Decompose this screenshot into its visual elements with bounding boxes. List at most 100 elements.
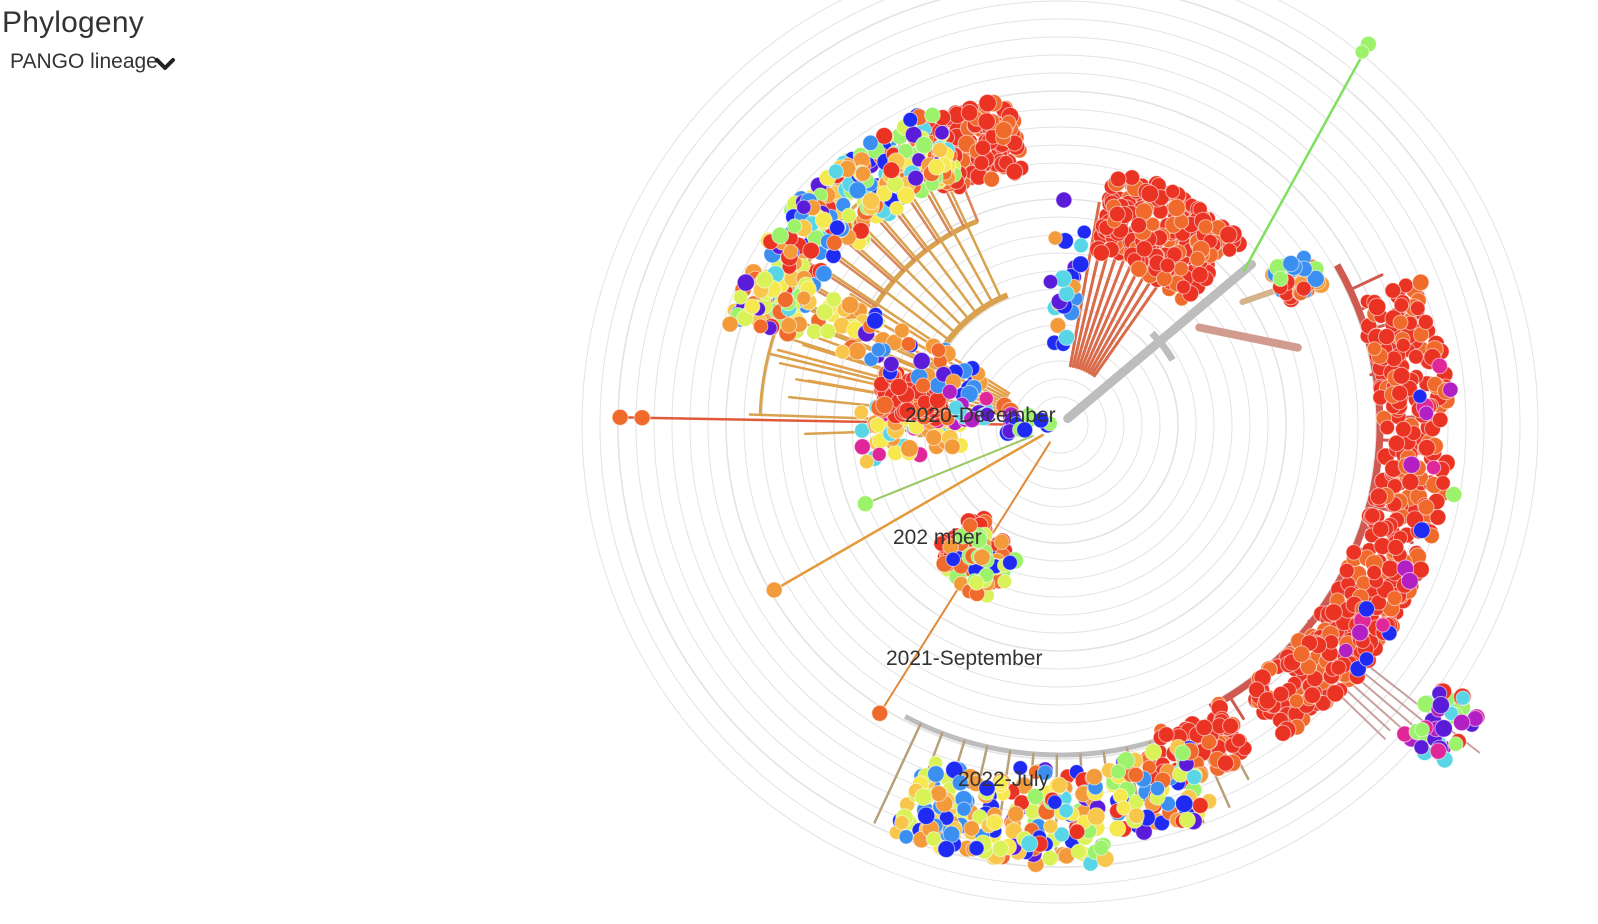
tree-tip-1898[interactable] [1455, 690, 1471, 706]
tree-tip-312[interactable] [1364, 507, 1381, 524]
tree-tip-825[interactable] [994, 121, 1013, 140]
tree-tip-1348[interactable] [796, 290, 812, 306]
tree-tip-343[interactable] [1409, 300, 1426, 317]
tree-tip-1142[interactable] [771, 226, 790, 245]
tree-tip-1500[interactable] [993, 533, 1010, 551]
tree-tip-1099[interactable] [733, 289, 749, 305]
tree-tip-1126[interactable] [814, 211, 833, 230]
tree-tip-1510[interactable] [968, 574, 985, 591]
tree-tip-385[interactable] [1431, 411, 1449, 429]
tree-tip-1972[interactable] [978, 390, 994, 407]
tree-tip-605[interactable] [1109, 170, 1127, 188]
tree-tip-1850[interactable] [942, 825, 961, 844]
tree-tip-1383[interactable] [912, 351, 931, 371]
tree-tip-1506[interactable] [969, 530, 988, 549]
tree-tip-367[interactable] [1391, 384, 1409, 402]
tree-tip-814[interactable] [974, 139, 992, 156]
tree-tip-361[interactable] [1394, 420, 1412, 438]
tree-tip-1838[interactable] [898, 829, 914, 845]
tree-tip-1759[interactable] [1068, 823, 1086, 840]
tree-tip-1761[interactable] [1047, 794, 1063, 810]
tree-tip-1906[interactable] [1434, 719, 1453, 738]
tree-tip-1905[interactable] [1414, 721, 1430, 738]
tree-tip-1949[interactable] [1306, 269, 1325, 288]
color-by-dropdown[interactable]: PANGO lineage [10, 48, 176, 76]
tree-tip-386[interactable] [1435, 475, 1451, 491]
tree-tip-1647[interactable] [1116, 800, 1132, 816]
tree-tip-682[interactable] [1049, 317, 1067, 334]
tree-tip-962[interactable] [875, 126, 894, 145]
tree-tip-1381[interactable] [866, 311, 884, 330]
tree-tip-404[interactable] [1326, 684, 1345, 703]
tree-tip-1347[interactable] [834, 344, 851, 360]
tree-tip-1145[interactable] [796, 199, 812, 215]
tree-tip-1862[interactable] [956, 801, 972, 817]
tree-tip-1742[interactable] [1086, 807, 1106, 826]
tree-tip-995[interactable] [882, 161, 901, 179]
tree-tip-1385[interactable] [915, 377, 932, 394]
tree-tip-1138[interactable] [744, 298, 761, 315]
tree-tip-401[interactable] [1408, 348, 1424, 365]
tree-tip-679[interactable] [1058, 285, 1075, 303]
tree-tip-337[interactable] [1417, 438, 1436, 457]
tree-tip-1128[interactable] [776, 291, 794, 309]
tree-tip-412[interactable] [1369, 487, 1388, 506]
tree-tip-604[interactable] [1173, 260, 1189, 277]
tree-tip-1822[interactable] [993, 774, 1009, 791]
tree-tip-1106[interactable] [802, 241, 820, 260]
tree-tip-433[interactable] [1351, 623, 1369, 642]
tree-tip-1657[interactable] [1174, 744, 1192, 762]
tree-tip-1956[interactable] [1282, 254, 1300, 273]
tree-tip-1745[interactable] [1007, 805, 1025, 823]
tree-tip-656[interactable] [1108, 205, 1126, 223]
tree-tip-644[interactable] [1197, 219, 1214, 235]
tree-tip-1867[interactable] [968, 840, 985, 857]
tree-tip-1758[interactable] [1020, 834, 1039, 853]
tree-tip-824[interactable] [977, 112, 996, 131]
tree-tip-313[interactable] [1345, 544, 1363, 561]
tree-tip-1735[interactable] [1037, 764, 1054, 781]
tree-tip-1364[interactable] [883, 355, 900, 373]
tree-tip-1907[interactable] [1431, 696, 1450, 715]
tree-tip-1844[interactable] [991, 839, 1010, 858]
tree-tip-1497[interactable] [997, 573, 1013, 590]
tree-tip-428[interactable] [1338, 642, 1354, 659]
tree-tip-1656[interactable] [1110, 763, 1127, 780]
tree-tip-925[interactable] [934, 125, 950, 141]
tree-tip-1131[interactable] [826, 234, 843, 252]
tree-tip-245[interactable] [1367, 297, 1387, 317]
tree-tip-1842[interactable] [985, 814, 1003, 831]
tree-tip-411[interactable] [1392, 314, 1409, 331]
tree-tip-975[interactable] [862, 134, 879, 152]
tree-tip-1581[interactable] [1222, 717, 1240, 735]
tree-tip-1144[interactable] [752, 318, 769, 335]
tree-tip-1730[interactable] [1070, 843, 1087, 860]
tree-tip-1654[interactable] [1191, 797, 1209, 814]
tree-tip-429[interactable] [1412, 521, 1431, 540]
tree-tip-969[interactable] [907, 169, 925, 187]
tree-tip-1741[interactable] [1085, 768, 1103, 786]
tree-tip-1661[interactable] [1186, 768, 1203, 786]
tree-tip-423[interactable] [1431, 357, 1448, 375]
tree-tip-436[interactable] [1412, 388, 1428, 404]
tree-tip-430[interactable] [1425, 459, 1442, 476]
tree-tip-1870[interactable] [937, 840, 956, 859]
tree-tip-1369[interactable] [900, 336, 917, 352]
tree-tip-1751[interactable] [1050, 776, 1068, 794]
tree-tip-416[interactable] [1292, 645, 1311, 663]
tree-tip-659[interactable] [1055, 191, 1073, 209]
tree-tip-817[interactable] [983, 170, 1001, 188]
tree-tip-991[interactable] [854, 165, 872, 182]
tree-tip-1864[interactable] [978, 779, 996, 797]
tree-tip-1908[interactable] [1452, 713, 1471, 732]
tree-tip-1871[interactable] [925, 831, 942, 847]
tree-tip-1227[interactable] [871, 446, 887, 462]
tree-tip-949[interactable] [889, 200, 905, 216]
tree-tip-1334[interactable] [848, 341, 867, 361]
tree-tip-435[interactable] [1375, 617, 1391, 633]
tree-tip-818[interactable] [973, 155, 990, 171]
tree-tip-685[interactable] [1058, 329, 1075, 346]
tree-tip-1224[interactable] [853, 438, 871, 456]
tree-tip-821[interactable] [960, 103, 979, 122]
